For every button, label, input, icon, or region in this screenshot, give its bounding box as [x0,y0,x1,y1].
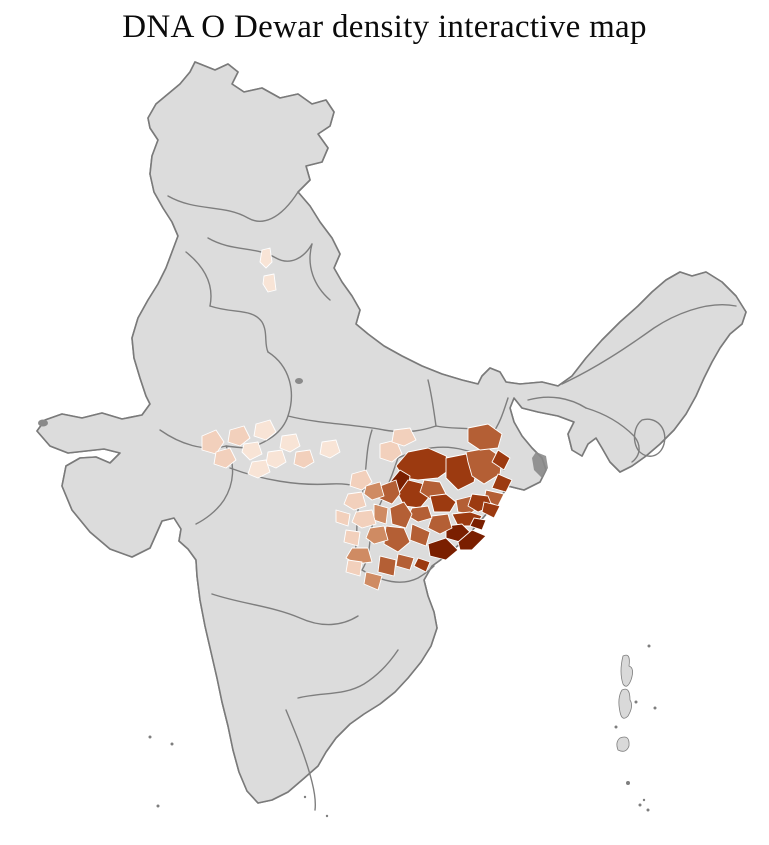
district[interactable] [345,559,363,577]
district[interactable] [319,439,341,459]
district[interactable] [413,557,431,573]
island-dot [626,781,630,785]
island-dot [325,814,329,818]
district[interactable] [253,419,277,441]
andaman-nicobar-islands [614,644,657,812]
district[interactable] [465,447,503,485]
district[interactable] [241,441,263,461]
district[interactable] [481,501,501,519]
district[interactable] [227,425,251,447]
district[interactable] [259,247,273,269]
island-dot [646,808,650,812]
district[interactable] [409,523,431,547]
district[interactable] [247,459,271,479]
district[interactable] [391,427,417,447]
island [616,736,630,752]
district[interactable] [491,473,513,493]
district[interactable] [429,493,457,513]
island-dot [634,700,638,704]
district[interactable] [467,423,503,451]
district[interactable] [389,501,413,529]
colored-districts [201,247,513,591]
urban-spot [295,378,303,384]
island-dot [647,644,651,648]
district[interactable] [469,517,487,531]
district[interactable] [457,529,487,551]
district[interactable] [365,525,389,545]
district[interactable] [427,537,459,561]
island [620,654,633,687]
district[interactable] [351,509,377,529]
district[interactable] [343,529,361,547]
district-mesh [36,61,747,804]
district[interactable] [213,447,237,469]
island-dot [642,798,646,802]
district[interactable] [201,429,225,455]
page-title: DNA O Dewar density interactive map [122,9,647,45]
island-dot [148,735,152,739]
district[interactable] [363,481,385,501]
district[interactable] [345,547,373,565]
india-mainland [36,61,747,804]
island-dot [614,725,618,729]
district[interactable] [377,555,397,577]
island-dot [156,804,160,808]
district[interactable] [293,449,315,469]
district[interactable] [279,433,301,453]
island [618,688,632,719]
kolkata-delta-marker [532,452,548,478]
district[interactable] [363,571,383,591]
district[interactable] [262,273,277,293]
island-dot [638,803,642,807]
urban-markers [38,378,548,478]
island-dot [170,742,174,746]
island-dot [303,795,307,799]
lakshadweep-islands [148,735,329,818]
district[interactable] [395,553,415,571]
district[interactable] [335,509,351,527]
district[interactable] [373,503,389,525]
island-dot [653,706,657,710]
district[interactable] [343,491,367,511]
district[interactable] [427,513,453,535]
district[interactable] [491,449,511,471]
kutch-tip-marker [38,419,48,427]
